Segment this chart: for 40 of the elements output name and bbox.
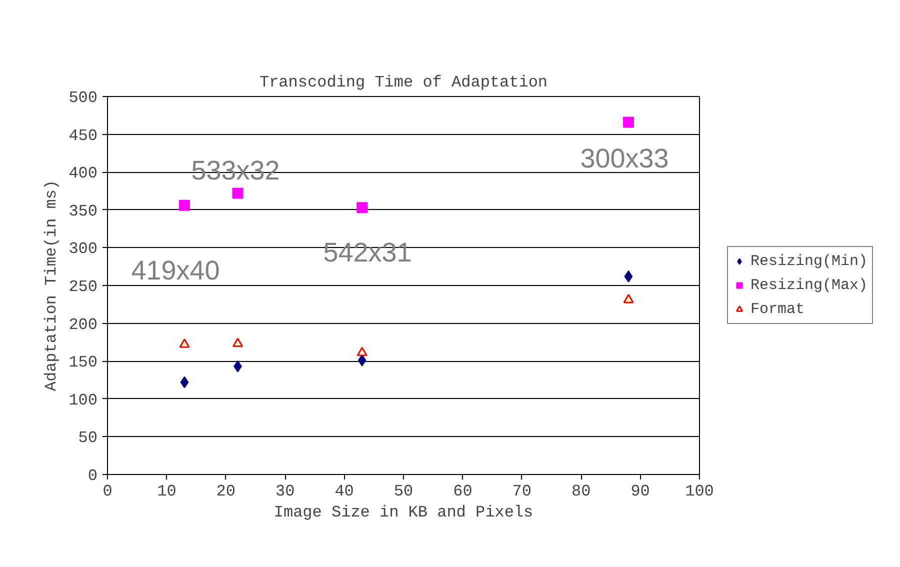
legend-label: Resizing(Min) (750, 252, 868, 271)
point (180, 376, 189, 388)
x-tick-label: 40 (334, 482, 354, 500)
x-axis-title: Image Size in KB and Pixels (274, 504, 534, 522)
x-tick-label: 60 (453, 482, 472, 500)
y-tick-label: 300 (68, 240, 98, 258)
y-tick-label: 500 (68, 89, 98, 107)
y-tick-label: 400 (68, 164, 98, 183)
point (232, 188, 244, 199)
x-tick-label: 10 (157, 482, 176, 500)
x-tick-label: 20 (216, 482, 236, 500)
x-tick-label: 80 (572, 482, 591, 500)
annotation: 419x40 (131, 256, 220, 286)
annotation: 300x33 (580, 144, 669, 174)
x-tick-label: 30 (276, 482, 295, 500)
y-tick-label: 100 (68, 391, 98, 410)
y-tick-label: 150 (68, 354, 98, 372)
point (356, 202, 368, 214)
legend-label: Format (750, 300, 804, 319)
y-tick-label: 200 (68, 316, 98, 334)
point (356, 346, 368, 356)
x-tick-label: 90 (630, 482, 650, 500)
point (624, 270, 633, 282)
point (623, 294, 634, 304)
y-tick-label: 0 (88, 467, 98, 485)
y-tick-label: 250 (68, 278, 98, 296)
y-tick-label: 50 (78, 429, 98, 448)
x-tick-label: 100 (685, 482, 714, 500)
x-tick-label: 70 (512, 482, 532, 500)
y-axis-title: Adaptation Time(in ms) (42, 180, 61, 392)
point (622, 116, 634, 128)
point (179, 338, 190, 348)
chart-title: Transcoding Time of Adaptation (259, 74, 548, 92)
legend-label: Resizing(Max) (750, 276, 868, 295)
y-tick-label: 350 (68, 202, 98, 220)
x-tick-label: 50 (394, 482, 414, 500)
x-tick-label: 0 (102, 482, 112, 500)
y-tick-label: 450 (68, 126, 98, 145)
point (232, 338, 243, 348)
point (178, 200, 190, 211)
